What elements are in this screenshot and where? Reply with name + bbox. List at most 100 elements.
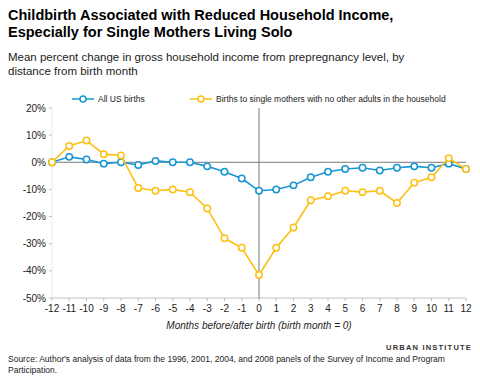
plot-area [49, 137, 469, 278]
x-tick-label: 11 [444, 303, 455, 314]
data-point [411, 179, 417, 185]
data-point [239, 175, 245, 181]
x-tick [345, 298, 346, 301]
text-line: Source: Author's analysis of data from t… [8, 354, 445, 364]
data-point [394, 200, 400, 206]
data-point [256, 188, 262, 194]
x-tick [397, 298, 398, 301]
x-tick [86, 298, 87, 301]
y-tick-label: -40% [23, 265, 46, 276]
data-point [394, 165, 400, 171]
data-point [66, 143, 72, 149]
data-point [187, 189, 193, 195]
data-point [187, 159, 193, 165]
y-axis-line [52, 108, 53, 298]
text-line: Participation. [8, 365, 57, 375]
series-line [52, 141, 466, 275]
y-tick-label: -10% [23, 184, 46, 195]
y-tick-label: 10% [26, 130, 46, 141]
x-tick [121, 298, 122, 301]
x-tick-label: 1 [273, 303, 279, 314]
y-tick [49, 216, 52, 217]
legend-label: All US births [98, 94, 145, 104]
x-tick-label: -9 [99, 303, 108, 314]
data-point [273, 186, 279, 192]
x-tick-label: -7 [134, 303, 143, 314]
data-point [135, 185, 141, 191]
x-axis-label: Months before/after birth (birth month =… [166, 320, 351, 331]
x-tick-label: 2 [291, 303, 297, 314]
x-tick [69, 298, 70, 301]
x-tick [431, 298, 432, 301]
source: Source: Author's analysis of data from t… [8, 354, 445, 375]
x-tick-label: -2 [220, 303, 229, 314]
data-point [152, 158, 158, 164]
x-tick [448, 298, 449, 301]
x-tick-label: -11 [62, 303, 76, 314]
data-point [135, 162, 141, 168]
y-tick [49, 298, 52, 299]
x-tick-label: -8 [117, 303, 126, 314]
text-line: distance from birth month [8, 65, 138, 77]
y-tick-label: 20% [26, 103, 46, 114]
x-tick [224, 298, 225, 301]
series-line [52, 157, 466, 191]
y-tick [49, 243, 52, 244]
data-point [325, 169, 331, 175]
title: Childbirth Associated with Reduced House… [8, 7, 393, 40]
legend-marker [80, 96, 86, 102]
data-point [101, 160, 107, 166]
data-point [411, 163, 417, 169]
data-point [428, 165, 434, 171]
legend-item: Births to single mothers with no other a… [190, 94, 446, 104]
x-tick [155, 298, 156, 301]
data-point [83, 137, 89, 143]
legend-item: All US births [72, 94, 145, 104]
y-tick [49, 189, 52, 190]
x-tick-label: 12 [460, 303, 472, 314]
text-line: Childbirth Associated with Reduced House… [8, 7, 393, 23]
x-tick [190, 298, 191, 301]
x-tick-label: 3 [308, 303, 314, 314]
x-tick [310, 298, 311, 301]
data-point [428, 174, 434, 180]
y-tick [49, 135, 52, 136]
x-tick-label: 0 [256, 303, 262, 314]
x-tick [103, 298, 104, 301]
x-tick-label: 6 [360, 303, 366, 314]
x-tick-label: -1 [237, 303, 246, 314]
data-point [342, 188, 348, 194]
data-point [221, 235, 227, 241]
x-tick-label: -6 [151, 303, 160, 314]
x-tick [52, 298, 53, 301]
data-point [152, 188, 158, 194]
data-point [204, 163, 210, 169]
x-tick-label: 10 [426, 303, 438, 314]
text-line: Mean percent change in gross household i… [8, 51, 405, 63]
data-point [170, 186, 176, 192]
data-point [377, 188, 383, 194]
data-point [308, 197, 314, 203]
x-tick [276, 298, 277, 301]
data-point [49, 159, 55, 165]
data-point [377, 167, 383, 173]
x-tick [362, 298, 363, 301]
x-tick-label: -3 [203, 303, 212, 314]
x-tick [379, 298, 380, 301]
data-point [446, 155, 452, 161]
text-line: Especially for Single Mothers Living Sol… [8, 24, 293, 40]
y-tick-label: -30% [23, 238, 46, 249]
x-tick-label: -10 [79, 303, 94, 314]
x-tick [259, 298, 260, 301]
x-tick-label: 9 [411, 303, 417, 314]
data-point [342, 166, 348, 172]
x-tick-label: 8 [394, 303, 400, 314]
data-point [204, 205, 210, 211]
y-tick-label: -20% [23, 211, 46, 222]
x-tick [328, 298, 329, 301]
data-point [239, 245, 245, 251]
x-tick-label: 5 [342, 303, 348, 314]
y-tick [49, 108, 52, 109]
data-point [463, 166, 469, 172]
data-point [290, 182, 296, 188]
